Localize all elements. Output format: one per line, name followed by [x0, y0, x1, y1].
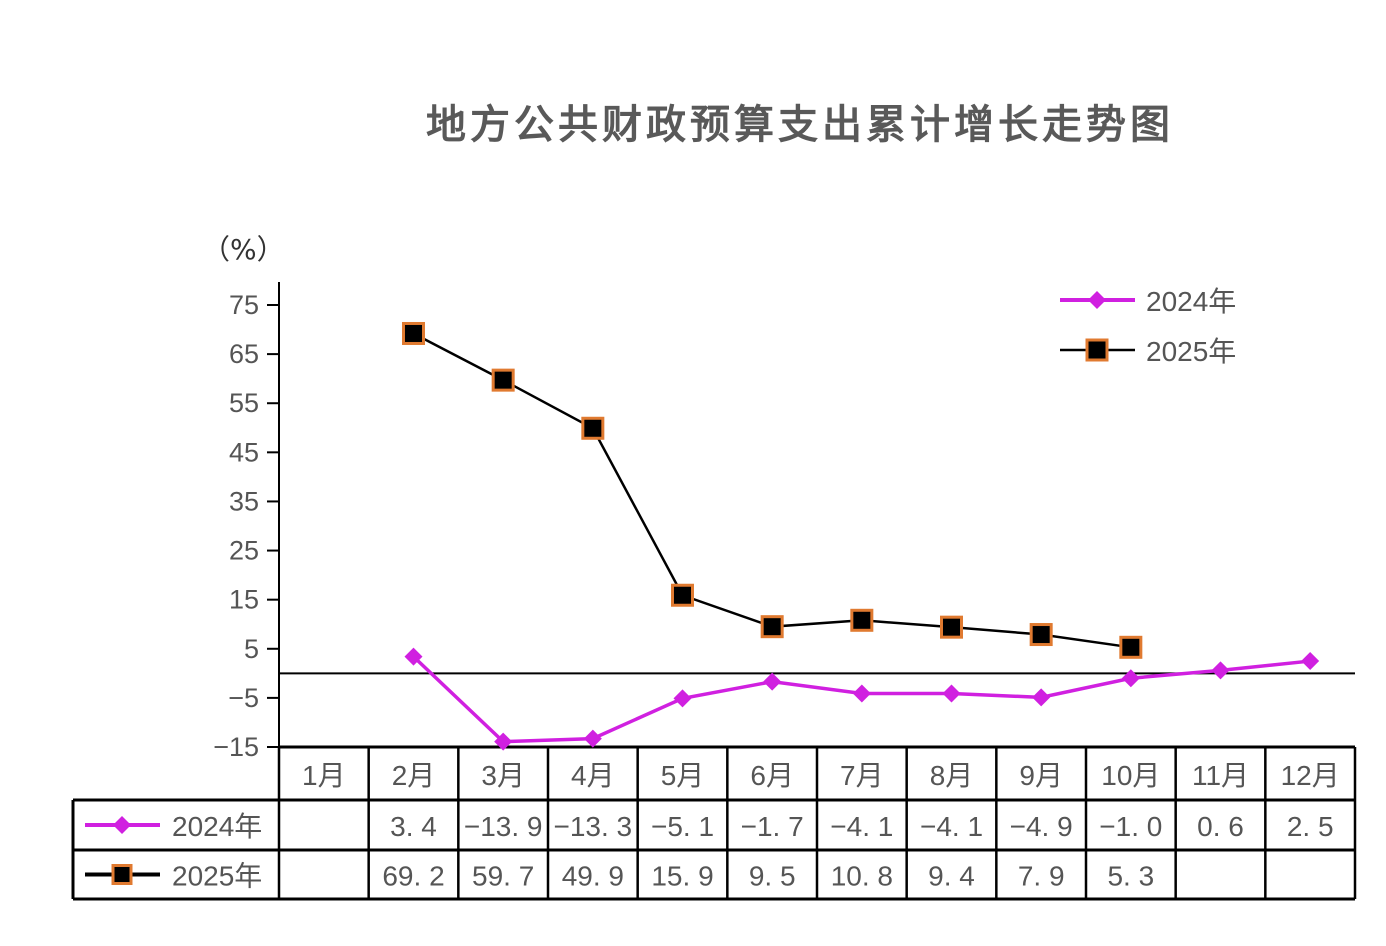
table-cell-value: 49. 9	[562, 861, 624, 892]
y-tick-label: 5	[244, 634, 259, 664]
x-category-label: 5月	[661, 760, 705, 791]
table-series-label: 2024年	[172, 811, 262, 842]
table-cell-value: −4. 9	[1010, 811, 1073, 842]
table-legend-diamond-marker	[113, 816, 131, 834]
table-cell-value: 59. 7	[472, 861, 534, 892]
x-category-label: 7月	[840, 760, 884, 791]
data-point-diamond	[1211, 661, 1230, 680]
x-category-label: 9月	[1019, 760, 1063, 791]
table-cell-value: 9. 5	[749, 861, 796, 892]
x-category-label: 6月	[750, 760, 794, 791]
x-category-label: 12月	[1281, 760, 1340, 791]
table-cell-value: 9. 4	[928, 861, 975, 892]
series-line-2025年	[412, 332, 1132, 649]
y-tick-label: 65	[229, 339, 259, 369]
table-cell-value: 5. 3	[1107, 861, 1154, 892]
table-cell-value: −1. 7	[741, 811, 804, 842]
data-point-diamond	[673, 689, 692, 708]
table-cell-value: −4. 1	[920, 811, 983, 842]
table-legend-square-marker	[111, 864, 133, 885]
table-series-label: 2025年	[172, 861, 262, 892]
table-cell-value: 15. 9	[651, 861, 713, 892]
x-category-label: 11月	[1192, 760, 1249, 791]
table-cell-value: 0. 6	[1197, 811, 1244, 842]
table-cell-value: 7. 9	[1018, 861, 1065, 892]
data-point-diamond	[942, 684, 961, 703]
data-point-square	[760, 615, 784, 639]
table-cell-value: 3. 4	[390, 811, 437, 842]
y-tick-label: 15	[229, 585, 259, 615]
y-tick-label: 75	[229, 290, 259, 320]
legend-label: 2025年	[1146, 336, 1236, 367]
data-point-diamond	[1301, 652, 1320, 671]
data-point-diamond	[1032, 688, 1051, 707]
y-tick-label: −5	[228, 683, 259, 713]
table-cell-value: 2. 5	[1287, 811, 1334, 842]
table-cell-value: 69. 2	[382, 861, 444, 892]
table-cell-value: −4. 1	[830, 811, 893, 842]
data-point-diamond	[852, 684, 871, 703]
y-tick-label: 55	[229, 388, 259, 418]
y-tick-label: 45	[229, 437, 259, 467]
data-point-square	[671, 583, 694, 607]
data-point-square	[581, 416, 605, 440]
data-point-square	[1029, 623, 1053, 647]
x-category-label: 8月	[930, 760, 974, 791]
table-cell-value: −5. 1	[651, 811, 714, 842]
data-point-diamond	[494, 732, 513, 751]
legend-square-marker	[1085, 338, 1109, 362]
y-axis-unit-label: （%）	[202, 233, 285, 266]
table-cell-value: −13. 3	[554, 811, 633, 842]
data-point-square	[402, 321, 425, 345]
table-cell-value: 10. 8	[831, 861, 893, 892]
data-point-diamond	[1121, 669, 1140, 688]
legend-diamond-marker	[1088, 291, 1106, 309]
data-point-diamond	[404, 647, 423, 666]
chart-title: 地方公共财政预算支出累计增长走势图	[426, 102, 1174, 148]
x-category-label: 10月	[1101, 760, 1160, 791]
data-point-square	[491, 368, 515, 392]
x-category-label: 3月	[481, 760, 525, 791]
data-point-square	[850, 608, 874, 632]
data-point-diamond	[583, 729, 602, 748]
y-tick-label: 25	[229, 536, 259, 566]
y-tick-label: −15	[213, 732, 259, 762]
data-point-square	[940, 615, 963, 639]
table-cell-value: −1. 0	[1099, 811, 1162, 842]
x-category-label: 1月	[302, 760, 346, 791]
y-tick-label: 35	[229, 486, 259, 516]
legend-label: 2024年	[1146, 286, 1236, 317]
data-point-diamond	[763, 672, 782, 691]
data-point-square	[1119, 635, 1143, 659]
x-category-label: 4月	[571, 760, 615, 791]
table-cell-value: −13. 9	[464, 811, 543, 842]
x-category-label: 2月	[392, 760, 436, 791]
